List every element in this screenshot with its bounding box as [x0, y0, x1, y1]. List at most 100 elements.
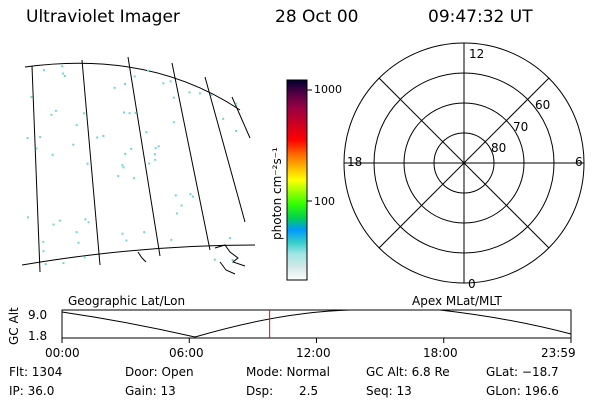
timeline-left-title: Geographic Lat/Lon [68, 294, 186, 308]
noise-speckle [44, 263, 47, 266]
noise-speckle [132, 177, 135, 180]
noise-speckle [154, 147, 157, 150]
noise-speckle [153, 153, 156, 156]
timeline-ytick: 9.0 [28, 308, 48, 322]
noise-speckle [121, 164, 124, 167]
noise-speckle [54, 109, 57, 112]
noise-speckle [117, 175, 120, 178]
noise-speckle [130, 147, 133, 150]
colorbar-tick-label: 1000 [314, 83, 342, 96]
dsp-label: Dsp: [246, 384, 274, 398]
longitude-line [127, 56, 161, 257]
geographic-longitude: GLon: 196.6 [486, 384, 559, 398]
noise-speckle [169, 80, 172, 83]
noise-speckle [58, 219, 61, 222]
noise-speckle [51, 153, 54, 156]
noise-speckle [96, 136, 99, 139]
noise-speckle [42, 250, 45, 253]
noise-speckle [134, 112, 137, 114]
lat-label-70: 70 [513, 120, 529, 134]
noise-speckle [87, 221, 90, 224]
timeline-right-title: Apex MLat/MLT [412, 294, 502, 308]
date-label: 28 Oct 00 [275, 7, 359, 27]
timeline-xtick: 12:00 [296, 346, 331, 360]
noise-speckle [180, 204, 183, 207]
colorbar-tick-label: 100 [314, 195, 335, 208]
noise-speckle [30, 95, 33, 98]
mlt-label-18: 18 [347, 155, 363, 169]
noise-speckle [102, 135, 105, 137]
timeline-ytick: 1.8 [28, 329, 48, 343]
noise-speckle [61, 65, 64, 68]
ip-value: IP: 36.0 [9, 384, 55, 398]
noise-speckle [222, 117, 225, 120]
noise-speckle [113, 86, 116, 89]
latitude-line [21, 244, 256, 266]
noise-speckle [231, 259, 234, 261]
latitude-line [24, 62, 241, 111]
noise-speckle [133, 75, 136, 78]
instrument-title: Ultraviolet Imager [26, 7, 180, 27]
geographic-latitude: GLat: −18.7 [486, 365, 559, 379]
noise-speckle [235, 130, 238, 132]
noise-speckle [121, 232, 124, 235]
gain-value: Gain: 13 [125, 384, 176, 398]
noise-speckle [128, 112, 131, 115]
noise-speckle [75, 124, 78, 127]
noise-speckle [154, 158, 157, 161]
noise-speckle [42, 240, 45, 243]
noise-speckle [75, 231, 78, 234]
noise-speckle [174, 194, 177, 197]
noise-speckle [122, 166, 125, 169]
noise-speckle [172, 121, 175, 124]
noise-speckle [125, 239, 128, 242]
noise-speckle [228, 237, 231, 240]
noise-speckle [162, 82, 165, 85]
noise-speckle [72, 143, 75, 146]
lat-label-80: 80 [491, 141, 507, 155]
noise-speckle [188, 91, 191, 94]
mlt-label-12: 12 [469, 47, 485, 61]
noise-speckle [189, 193, 192, 196]
noise-speckle [143, 231, 146, 234]
noise-speckle [26, 137, 29, 139]
noise-speckle [39, 136, 42, 139]
longitude-line [204, 76, 246, 223]
noise-speckle [52, 223, 55, 226]
noise-speckle [198, 92, 201, 95]
noise-speckle [43, 69, 45, 72]
timeline-xtick: 06:00 [169, 346, 204, 360]
noise-speckle [62, 72, 65, 75]
mlt-label-6: 6 [575, 155, 583, 169]
noise-speckle [147, 69, 149, 72]
timeline-frame [61, 309, 572, 339]
noise-speckle [175, 212, 178, 215]
noise-speckle [63, 75, 66, 77]
timeline-xtick: 23:59 [541, 346, 576, 360]
longitude-line [81, 59, 101, 266]
dsp-value: 2.5 [299, 384, 319, 398]
noise-speckle [86, 162, 89, 165]
noise-speckle [50, 113, 53, 116]
noise-speckle [213, 258, 216, 261]
noise-speckle [124, 152, 127, 155]
mode-value: Mode: Normal [246, 365, 330, 379]
noise-speckle [83, 256, 86, 259]
time-label: 09:47:32 UT [428, 7, 533, 27]
noise-speckle [84, 218, 87, 221]
timeline-xtick: 18:00 [423, 346, 458, 360]
flight-number: Flt: 1304 [9, 365, 63, 379]
lat-label-60: 60 [535, 98, 551, 112]
mlt-label-0: 0 [468, 277, 476, 291]
noise-speckle [26, 216, 29, 219]
noise-speckle [172, 96, 175, 99]
noise-speckle [123, 111, 125, 114]
noise-speckle [170, 238, 173, 241]
noise-speckles [26, 65, 238, 266]
polar-diagonal [378, 77, 550, 249]
gc-altitude: GC Alt: 6.8 Re [366, 365, 450, 379]
longitude-line [171, 62, 211, 251]
